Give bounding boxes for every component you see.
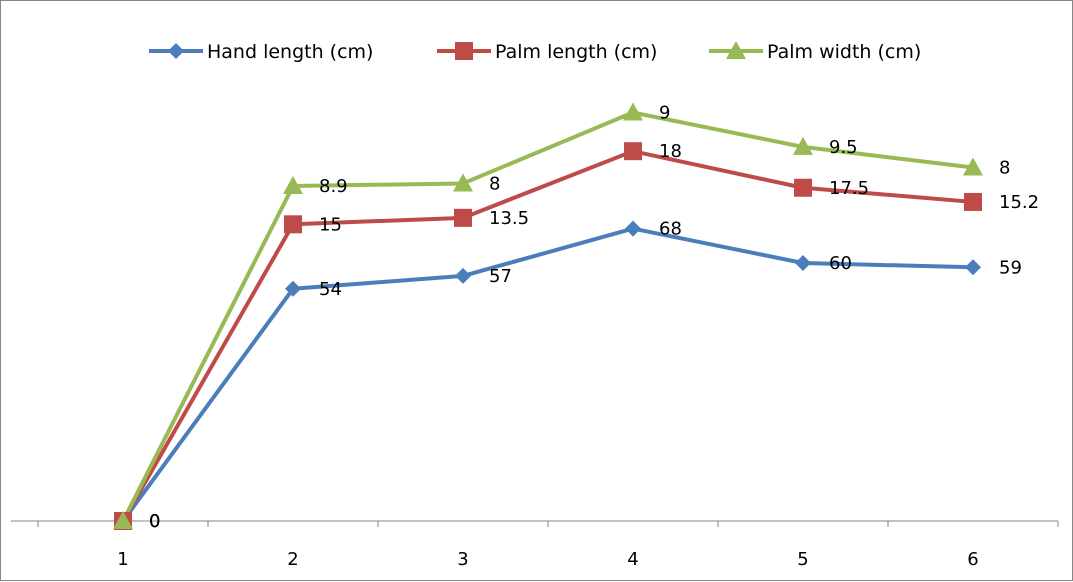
- legend-item: Hand length (cm): [149, 41, 373, 63]
- data-label: 60: [829, 253, 852, 274]
- data-label: 18: [659, 141, 682, 162]
- data-point-marker: [794, 178, 812, 197]
- x-tick-label: 4: [627, 549, 638, 570]
- legend-label: Palm width (cm): [767, 41, 921, 63]
- series-line: [121, 149, 974, 522]
- data-point-marker: [963, 157, 983, 176]
- data-point-marker: [793, 136, 813, 155]
- data-label: 8: [489, 173, 500, 194]
- data-label: 54: [319, 279, 342, 300]
- x-tick-label: 3: [457, 549, 468, 570]
- legend-item: Palm length (cm): [437, 41, 657, 63]
- data-label: 15: [319, 214, 342, 235]
- x-tick-label: 5: [797, 549, 808, 570]
- data-label: 57: [489, 266, 512, 287]
- series-line: [121, 226, 974, 523]
- data-point-marker: [285, 280, 301, 297]
- x-tick-label: 2: [287, 549, 298, 570]
- data-label: 0: [149, 511, 160, 532]
- data-point-marker: [454, 208, 472, 227]
- data-point-marker: [795, 255, 811, 271]
- data-label: 68: [659, 219, 682, 240]
- data-point-marker: [623, 102, 643, 121]
- data-label: 59: [999, 257, 1022, 278]
- x-tick-label: 1: [117, 549, 128, 570]
- data-label: 13.5: [489, 208, 529, 229]
- series-markers: [113, 102, 983, 530]
- legend-item: Palm width (cm): [709, 41, 921, 63]
- data-label: 8: [999, 158, 1010, 179]
- data-label: 17.5: [829, 178, 869, 199]
- data-point-marker: [455, 267, 471, 284]
- data-point-marker: [284, 215, 302, 234]
- series-line: [121, 110, 974, 522]
- x-tick-label: 6: [967, 549, 978, 570]
- data-label: 9: [659, 103, 670, 124]
- legend-label: Palm length (cm): [495, 41, 657, 63]
- series-lines: [121, 110, 974, 523]
- data-label: 0: [149, 511, 160, 532]
- data-label: 0: [149, 511, 160, 532]
- data-label: 8.9: [319, 176, 348, 197]
- data-point-marker: [965, 259, 981, 276]
- data-point-marker: [453, 173, 473, 192]
- data-point-marker: [624, 142, 642, 161]
- x-axis: 1 2 3 4 5 6: [11, 520, 1059, 570]
- legend-marker-icon: [726, 41, 746, 59]
- legend-marker-icon: [455, 42, 473, 60]
- legend: Hand length (cm) Palm length (cm) Palm wid…: [149, 41, 921, 63]
- data-point-marker: [283, 176, 303, 195]
- data-point-marker: [964, 192, 982, 211]
- legend-marker-icon: [168, 43, 184, 59]
- legend-label: Hand length (cm): [207, 41, 373, 63]
- data-point-marker: [113, 511, 133, 529]
- data-label: 9.5: [829, 137, 858, 158]
- data-label: 15.2: [999, 192, 1039, 213]
- data-point-marker: [625, 220, 641, 237]
